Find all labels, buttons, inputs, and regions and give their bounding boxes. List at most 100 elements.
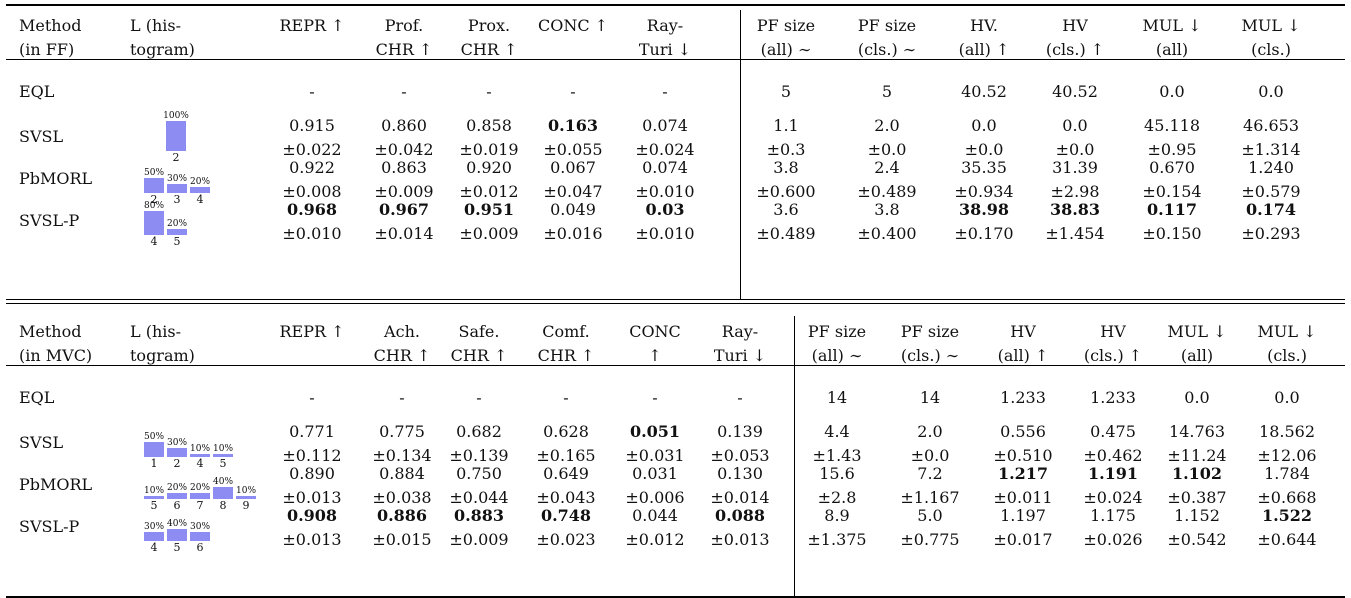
metric-std: ±2.8 — [817, 488, 857, 507]
metric-mean: 0.748 — [540, 506, 592, 525]
histogram-bar-percent: 20% — [189, 483, 211, 493]
column-header-sub: CHR ↑ — [537, 346, 595, 365]
metric-std: ±0.017 — [993, 530, 1053, 549]
column-header: Safe. — [458, 322, 500, 341]
metric-mean: 1.197 — [1000, 506, 1046, 525]
histogram-bar — [144, 496, 164, 499]
histogram-bar-label: 2 — [150, 193, 158, 206]
histogram-bar-percent: 30% — [189, 522, 211, 532]
metric-mean: - — [309, 388, 315, 407]
metric-mean: 0.0 — [1274, 388, 1300, 407]
table-rule-0 — [6, 4, 1345, 6]
column-header: PF size — [857, 16, 917, 35]
metric-std: ±0.023 — [536, 530, 596, 549]
metric-mean: 0.049 — [550, 200, 596, 219]
method-name: PbMORL — [19, 169, 93, 188]
metric-std: ±0.112 — [282, 446, 342, 465]
column-header: MUL ↓ — [1257, 322, 1317, 341]
metric-mean: - — [309, 82, 315, 101]
header-histogram: L (his- — [130, 16, 181, 35]
histogram-bar-label: 1 — [150, 457, 158, 470]
metric-mean: 0.967 — [378, 200, 430, 219]
metric-std: ±0.011 — [993, 488, 1053, 507]
histogram-bar-label: 9 — [242, 499, 250, 512]
column-header-sub: ↑ — [648, 346, 662, 365]
histogram-bar — [236, 496, 256, 499]
metric-mean: 0.117 — [1146, 200, 1198, 219]
metric-mean: 0.0 — [1184, 388, 1210, 407]
histogram-bar-percent: 30% — [143, 522, 165, 532]
metric-std: ±0.95 — [1147, 140, 1197, 159]
metric-mean: 0.031 — [632, 464, 678, 483]
metric-mean: 0.067 — [550, 158, 596, 177]
metric-mean: 0.088 — [714, 506, 766, 525]
metric-std: ±0.165 — [536, 446, 596, 465]
histogram-bar — [190, 532, 210, 541]
metric-mean: 31.39 — [1052, 158, 1098, 177]
metric-mean: 0.771 — [289, 422, 335, 441]
histogram-bar-percent: 10% — [212, 444, 234, 454]
histogram-bar-label: 5 — [173, 541, 181, 554]
metric-mean: 18.562 — [1259, 422, 1315, 441]
metric-mean: 0.649 — [543, 464, 589, 483]
table-rule-2 — [6, 299, 1345, 300]
metric-mean: 14 — [919, 388, 941, 407]
metric-std: ±0.489 — [756, 224, 816, 243]
histogram-bar-percent: 40% — [212, 477, 234, 487]
metric-mean: - — [399, 388, 405, 407]
metric-std: ±0.0 — [910, 446, 950, 465]
header-method: Method — [19, 322, 82, 341]
histogram-bar-label: 2 — [173, 457, 181, 470]
column-header: Ach. — [384, 322, 420, 341]
metric-std: ±2.98 — [1050, 182, 1100, 201]
histogram-bar-percent: 20% — [189, 177, 211, 187]
metric-mean: 0.890 — [289, 464, 335, 483]
metric-mean: - — [652, 388, 658, 407]
histogram-bar — [167, 529, 187, 541]
column-header-sub: Turi ↓ — [638, 40, 692, 59]
header-histogram-sub: togram) — [130, 40, 195, 59]
method-name: SVSL-P — [19, 211, 80, 230]
metric-std: ±0.934 — [954, 182, 1014, 201]
metric-mean: 0.968 — [286, 200, 338, 219]
metric-mean: 7.2 — [917, 464, 943, 483]
histogram-bar-label: 8 — [219, 499, 227, 512]
metric-mean: 0.920 — [466, 158, 512, 177]
histogram-bar — [167, 184, 187, 193]
metric-std: ±1.167 — [900, 488, 960, 507]
metric-mean: - — [563, 388, 569, 407]
metric-mean: 40.52 — [1052, 82, 1098, 101]
column-header-sub: (cls.) — [1267, 346, 1307, 365]
metric-std: ±0.010 — [282, 224, 342, 243]
histogram-bar — [213, 487, 233, 499]
table-rule-4 — [6, 365, 1345, 366]
metric-mean: 0.860 — [381, 116, 427, 135]
column-header: Ray- — [646, 16, 684, 35]
metric-mean: 1.102 — [1171, 464, 1223, 483]
metric-std: ±0.008 — [282, 182, 342, 201]
column-header: REPR ↑ — [279, 322, 345, 341]
header-histogram-sub: togram) — [130, 346, 195, 365]
column-header: PF size — [807, 322, 867, 341]
metric-mean: 3.6 — [773, 200, 799, 219]
histogram-bar — [167, 493, 187, 499]
column-header: Prox. — [467, 16, 511, 35]
metric-std: ±0.600 — [756, 182, 816, 201]
histogram-bar — [144, 442, 164, 457]
metric-mean: 40.52 — [961, 82, 1007, 101]
metric-std: ±0.150 — [1142, 224, 1202, 243]
histogram-bar-label: 5 — [150, 499, 158, 512]
metric-std: ±0.3 — [766, 140, 806, 159]
metric-mean: 0.750 — [456, 464, 502, 483]
metric-std: ±0.0 — [867, 140, 907, 159]
metric-mean: 1.233 — [1000, 388, 1046, 407]
metric-std: ±0.053 — [710, 446, 770, 465]
metric-std: ±0.489 — [857, 182, 917, 201]
metric-mean: 0.884 — [379, 464, 425, 483]
histogram-bar-percent: 50% — [143, 432, 165, 442]
metric-mean: 14 — [826, 388, 848, 407]
histogram-bar-label: 2 — [172, 151, 180, 164]
metric-mean: 0.475 — [1090, 422, 1136, 441]
metric-mean: 1.522 — [1261, 506, 1313, 525]
column-header-sub: (all) ∼ — [811, 346, 863, 365]
